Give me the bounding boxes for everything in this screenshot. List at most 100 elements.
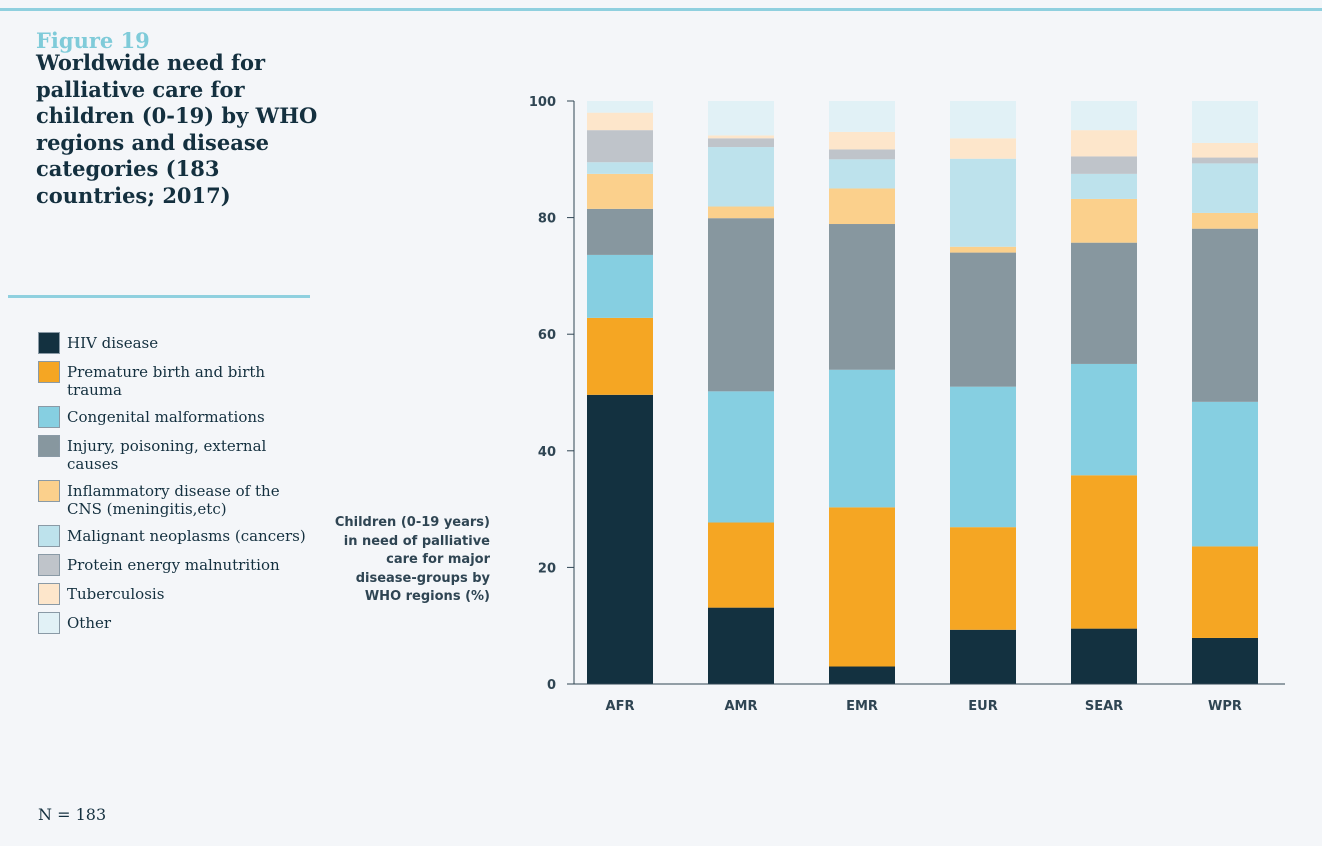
legend-item: Injury, poisoning, external causes: [38, 435, 318, 473]
bar-segment: [1192, 101, 1258, 143]
bar-segment: [1071, 475, 1137, 629]
bar-segment: [708, 206, 774, 219]
bar-segment: [950, 386, 1016, 528]
bar-segment: [587, 208, 653, 255]
figure-label: Figure 19: [36, 28, 150, 53]
bar-segment: [587, 173, 653, 209]
bar-segment: [829, 224, 895, 370]
top-rule: [0, 8, 1322, 11]
bar-segment: [829, 149, 895, 160]
y-tick-label: 80: [538, 212, 556, 227]
bar-segment: [1071, 242, 1137, 364]
legend-label: Tuberculosis: [67, 585, 165, 603]
legend-swatch: [38, 583, 60, 605]
legend-swatch: [38, 612, 60, 634]
legend-label: Injury, poisoning, external causes: [67, 437, 267, 473]
bar-segment: [587, 317, 653, 395]
legend-label: Congenital malformations: [67, 408, 265, 426]
bar-segment: [1192, 228, 1258, 402]
bar-segment: [1071, 198, 1137, 243]
bar-segment: [829, 101, 895, 132]
x-tick-label: AFR: [606, 699, 635, 714]
bar-segment: [708, 522, 774, 608]
bar-segment: [950, 629, 1016, 684]
bar-segment: [1071, 130, 1137, 157]
bar-segment: [708, 147, 774, 207]
y-tick-label: 40: [538, 445, 556, 460]
legend-swatch: [38, 480, 60, 502]
figure-title: Worldwide need for palliative care for c…: [36, 50, 318, 208]
bar-segment: [708, 218, 774, 392]
legend-swatch: [38, 435, 60, 457]
bar-segment: [829, 131, 895, 150]
legend-item: Inflammatory disease of the CNS (meningi…: [38, 480, 318, 518]
x-tick-label: EMR: [846, 699, 878, 714]
legend-swatch: [38, 525, 60, 547]
y-tick-label: 20: [538, 561, 556, 576]
legend-swatch: [38, 406, 60, 428]
y-tick-label: 100: [529, 95, 556, 110]
y-axis-label: Children (0-19 years) in need of palliat…: [334, 515, 490, 604]
sample-size-note: N = 183: [38, 805, 107, 824]
chart-legend: HIV disease Premature birth and birth tr…: [38, 332, 318, 641]
legend-item: Congenital malformations: [38, 406, 318, 428]
bar-segment: [950, 138, 1016, 159]
bar-segment: [1192, 401, 1258, 547]
bar-segment: [1192, 546, 1258, 638]
bar-segment: [1071, 101, 1137, 131]
bar-segment: [587, 394, 653, 684]
bar-segment: [587, 101, 653, 113]
bar-segment: [708, 138, 774, 148]
y-tick-label: 0: [547, 678, 556, 693]
bar-segment: [950, 246, 1016, 253]
bar-segment: [1192, 163, 1258, 213]
bar-segment: [708, 607, 774, 684]
legend-item: Other: [38, 612, 318, 634]
bar-segment: [829, 159, 895, 189]
bar-segment: [587, 162, 653, 174]
bar-segment: [1192, 157, 1258, 164]
bar-segment: [950, 252, 1016, 387]
y-tick-label: 60: [538, 328, 556, 343]
bar-segment: [1071, 156, 1137, 174]
bar-segment: [829, 507, 895, 667]
side-divider: [8, 295, 310, 298]
bar-segment: [950, 158, 1016, 247]
bar-segment: [1071, 173, 1137, 199]
legend-item: Premature birth and birth trauma: [38, 361, 318, 399]
legend-item: HIV disease: [38, 332, 318, 354]
legend-label: Malignant neoplasms (cancers): [67, 527, 306, 545]
legend-label: Other: [67, 614, 112, 632]
legend-item: Protein energy malnutrition: [38, 554, 318, 576]
legend-swatch: [38, 332, 60, 354]
bar-segment: [950, 101, 1016, 139]
legend-label: Inflammatory disease of the CNS (meningi…: [67, 482, 280, 518]
legend-swatch: [38, 554, 60, 576]
bar-segment: [1192, 637, 1258, 684]
bar-segment: [829, 188, 895, 225]
legend-swatch: [38, 361, 60, 383]
x-tick-label: WPR: [1208, 699, 1242, 714]
legend-label: HIV disease: [67, 334, 159, 352]
bar-segment: [1071, 628, 1137, 684]
x-tick-label: AMR: [724, 699, 757, 714]
legend-label: Protein energy malnutrition: [67, 556, 280, 574]
bar-segment: [708, 391, 774, 523]
bar-segment: [587, 130, 653, 163]
bar-segment: [829, 369, 895, 508]
axes-layer: AFR AMR EMR EUR SEAR WPR 0 20 40 60 80 100: [529, 95, 1285, 714]
bar-segment: [587, 254, 653, 318]
legend-item: Tuberculosis: [38, 583, 318, 605]
bar-segment: [587, 112, 653, 131]
bar-segment: [708, 101, 774, 136]
bar-segment: [950, 527, 1016, 630]
bar-segment: [1192, 142, 1258, 158]
bars-layer: [587, 101, 1258, 684]
x-tick-label: SEAR: [1085, 699, 1123, 714]
bar-segment: [829, 666, 895, 684]
bar-segment: [1192, 212, 1258, 229]
bar-segment: [1071, 363, 1137, 476]
bar-segment: [708, 135, 774, 139]
x-tick-label: EUR: [968, 699, 997, 714]
